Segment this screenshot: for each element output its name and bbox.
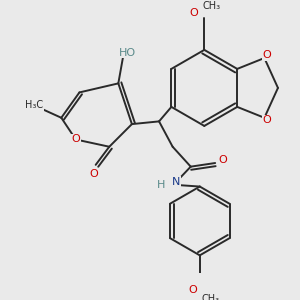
Text: O: O <box>89 169 98 179</box>
Text: H: H <box>157 180 165 190</box>
Text: O: O <box>189 8 198 18</box>
Text: O: O <box>71 134 80 145</box>
Text: CH₃: CH₃ <box>202 1 220 10</box>
Text: O: O <box>263 116 272 125</box>
Text: O: O <box>188 285 197 295</box>
Text: O: O <box>263 50 272 60</box>
Text: O: O <box>218 155 227 165</box>
Text: N: N <box>172 177 180 187</box>
Text: CH₃: CH₃ <box>202 294 220 300</box>
Text: HO: HO <box>119 48 136 58</box>
Text: H₃C: H₃C <box>25 100 43 110</box>
